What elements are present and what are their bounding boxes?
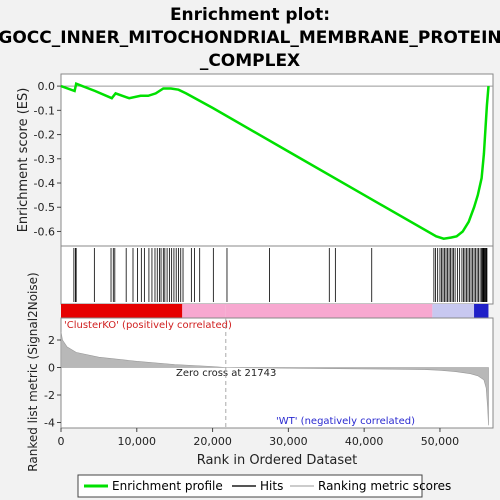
negative-correlation-label: 'WT' (negatively correlated): [276, 416, 415, 427]
es-tick-label: -0.1: [34, 104, 55, 117]
x-tick-label: 30,000: [269, 435, 308, 448]
es-tick-label: -0.4: [34, 177, 55, 190]
es-tick-label: -0.3: [34, 153, 55, 166]
legend-profile-label: Enrichment profile: [112, 479, 223, 493]
color-bar-segment: [432, 304, 475, 318]
color-bar-segment: [474, 304, 489, 318]
x-axis-ticks: 0 10,000 20,000 30,000 40,000 50,000: [58, 428, 460, 448]
ranked-metric-series: [60, 331, 489, 426]
color-bar-segment: [182, 304, 226, 318]
x-tick-label: 40,000: [345, 435, 384, 448]
es-tick-label: -0.6: [34, 225, 55, 238]
title-line-1: Enrichment plot:: [170, 5, 330, 25]
color-bar-segment: [61, 304, 183, 318]
legend-metric-label: Ranking metric scores: [318, 479, 451, 493]
metric-tick-label: -4: [44, 417, 55, 430]
x-tick-label: 0: [58, 435, 65, 448]
color-bar-segment: [225, 304, 433, 318]
es-tick-label: -0.5: [34, 201, 55, 214]
metric-y-axis-label: Ranked list metric (Signal2Noise): [26, 272, 40, 471]
es-axis-ticks: 0.0 -0.1 -0.2 -0.3 -0.4 -0.5 -0.6: [34, 80, 61, 238]
es-tick-label: -0.2: [34, 129, 55, 142]
positive-correlation-label: 'ClusterKO' (positively correlated): [64, 320, 232, 331]
enrichment-profile-line: [60, 82, 490, 240]
es-tick-label: 0.0: [38, 80, 56, 93]
x-tick-label: 10,000: [118, 435, 157, 448]
zero-cross-label: Zero cross at 21743: [176, 368, 276, 379]
metric-tick-label: 2: [48, 334, 55, 347]
metric-tick-label: -2: [44, 389, 55, 402]
x-axis-label: Rank in Ordered Dataset: [197, 453, 358, 468]
title-line-2: GOCC_INNER_MITOCHONDRIAL_MEMBRANE_PROTEI…: [0, 28, 500, 48]
legend-hits-label: Hits: [260, 479, 283, 493]
x-tick-label: 20,000: [193, 435, 232, 448]
ranked-metric-area: [60, 331, 489, 426]
es-y-axis-label: Enrichment score (ES): [16, 88, 31, 233]
metric-panel: [60, 317, 494, 429]
enrichment-profile-series: [60, 82, 490, 240]
metric-tick-label: 0: [48, 362, 55, 375]
hits-series: [73, 248, 488, 302]
es-panel: [60, 73, 494, 247]
title-line-3: _COMPLEX: [200, 51, 300, 71]
metric-axis-ticks: 2 0 -2 -4: [44, 334, 61, 430]
x-tick-label: 50,000: [421, 435, 460, 448]
rank-color-bar: [61, 304, 489, 318]
